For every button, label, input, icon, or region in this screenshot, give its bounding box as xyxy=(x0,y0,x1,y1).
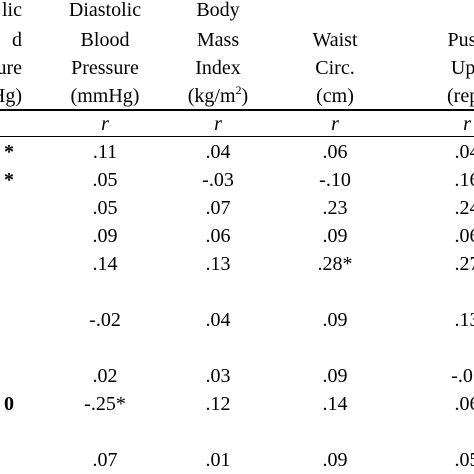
header-text: Mass xyxy=(196,29,240,51)
cell: .06 xyxy=(454,225,474,247)
header-text: Blood xyxy=(80,29,130,51)
cell: .07 xyxy=(92,449,118,471)
header-text: ure xyxy=(0,57,22,79)
header-text: Circ. xyxy=(315,57,355,79)
cell: .28* xyxy=(317,253,353,275)
cell: .23 xyxy=(322,197,348,219)
cell: .24 xyxy=(454,197,474,219)
cell: .03 xyxy=(205,365,231,387)
cell: * xyxy=(4,141,14,163)
cell: -.10 xyxy=(319,169,351,191)
cell: .09 xyxy=(322,365,348,387)
cell: .14 xyxy=(322,393,348,415)
unit-text: ) xyxy=(241,85,249,107)
header-text: d xyxy=(12,29,22,51)
cell: .16 xyxy=(454,169,474,191)
cell: -.03 xyxy=(202,169,234,191)
cell: .13 xyxy=(454,309,474,331)
cell: .04 xyxy=(454,141,474,163)
header-text: Push xyxy=(447,29,474,51)
stat-label: r xyxy=(214,113,222,135)
header-text: Pressure xyxy=(71,57,139,79)
cell: .05 xyxy=(92,197,118,219)
cell: .27 xyxy=(454,253,474,275)
header-text: (reps xyxy=(447,85,474,107)
cell: .04 xyxy=(205,141,231,163)
header-text: Hg) xyxy=(0,85,22,107)
cell: -.07 xyxy=(451,365,474,387)
cell: .09 xyxy=(322,449,348,471)
header-text: (mmHg) xyxy=(70,85,140,107)
cell: .12 xyxy=(205,393,231,415)
cell: .13 xyxy=(205,253,231,275)
cell: -.02 xyxy=(89,309,121,331)
cell: .02 xyxy=(92,365,118,387)
header-text: lic xyxy=(2,0,22,21)
cell: .11 xyxy=(92,141,118,163)
header-text: Index xyxy=(195,57,241,79)
cell: 0 xyxy=(4,393,14,415)
stat-rule xyxy=(0,136,474,137)
header-text: Waist xyxy=(312,29,358,51)
header-text: Diastolic xyxy=(68,0,142,21)
cell: .07 xyxy=(205,197,231,219)
cell: .05 xyxy=(92,169,118,191)
cell: .01 xyxy=(205,449,231,471)
header-unit: (kg/m2) xyxy=(188,84,248,108)
cell: -.25* xyxy=(84,393,126,415)
cell: .04 xyxy=(205,309,231,331)
cell: .05 xyxy=(454,449,474,471)
header-text: Ups xyxy=(450,57,474,79)
cell: .09 xyxy=(322,225,348,247)
stat-label: r xyxy=(331,113,339,135)
cell: .09 xyxy=(322,309,348,331)
stat-label: r xyxy=(101,113,109,135)
unit-text: (kg/m xyxy=(187,85,236,107)
cell: * xyxy=(4,169,14,191)
header-text: Body xyxy=(196,0,240,21)
cell: .06 xyxy=(454,393,474,415)
stat-label: r xyxy=(463,113,471,135)
cell: .14 xyxy=(92,253,118,275)
cell: .09 xyxy=(92,225,118,247)
header-rule xyxy=(0,109,474,111)
unit-superscript: 2 xyxy=(235,83,242,97)
header-text: (cm) xyxy=(316,85,354,107)
cell: .06 xyxy=(205,225,231,247)
cell: .06 xyxy=(322,141,348,163)
